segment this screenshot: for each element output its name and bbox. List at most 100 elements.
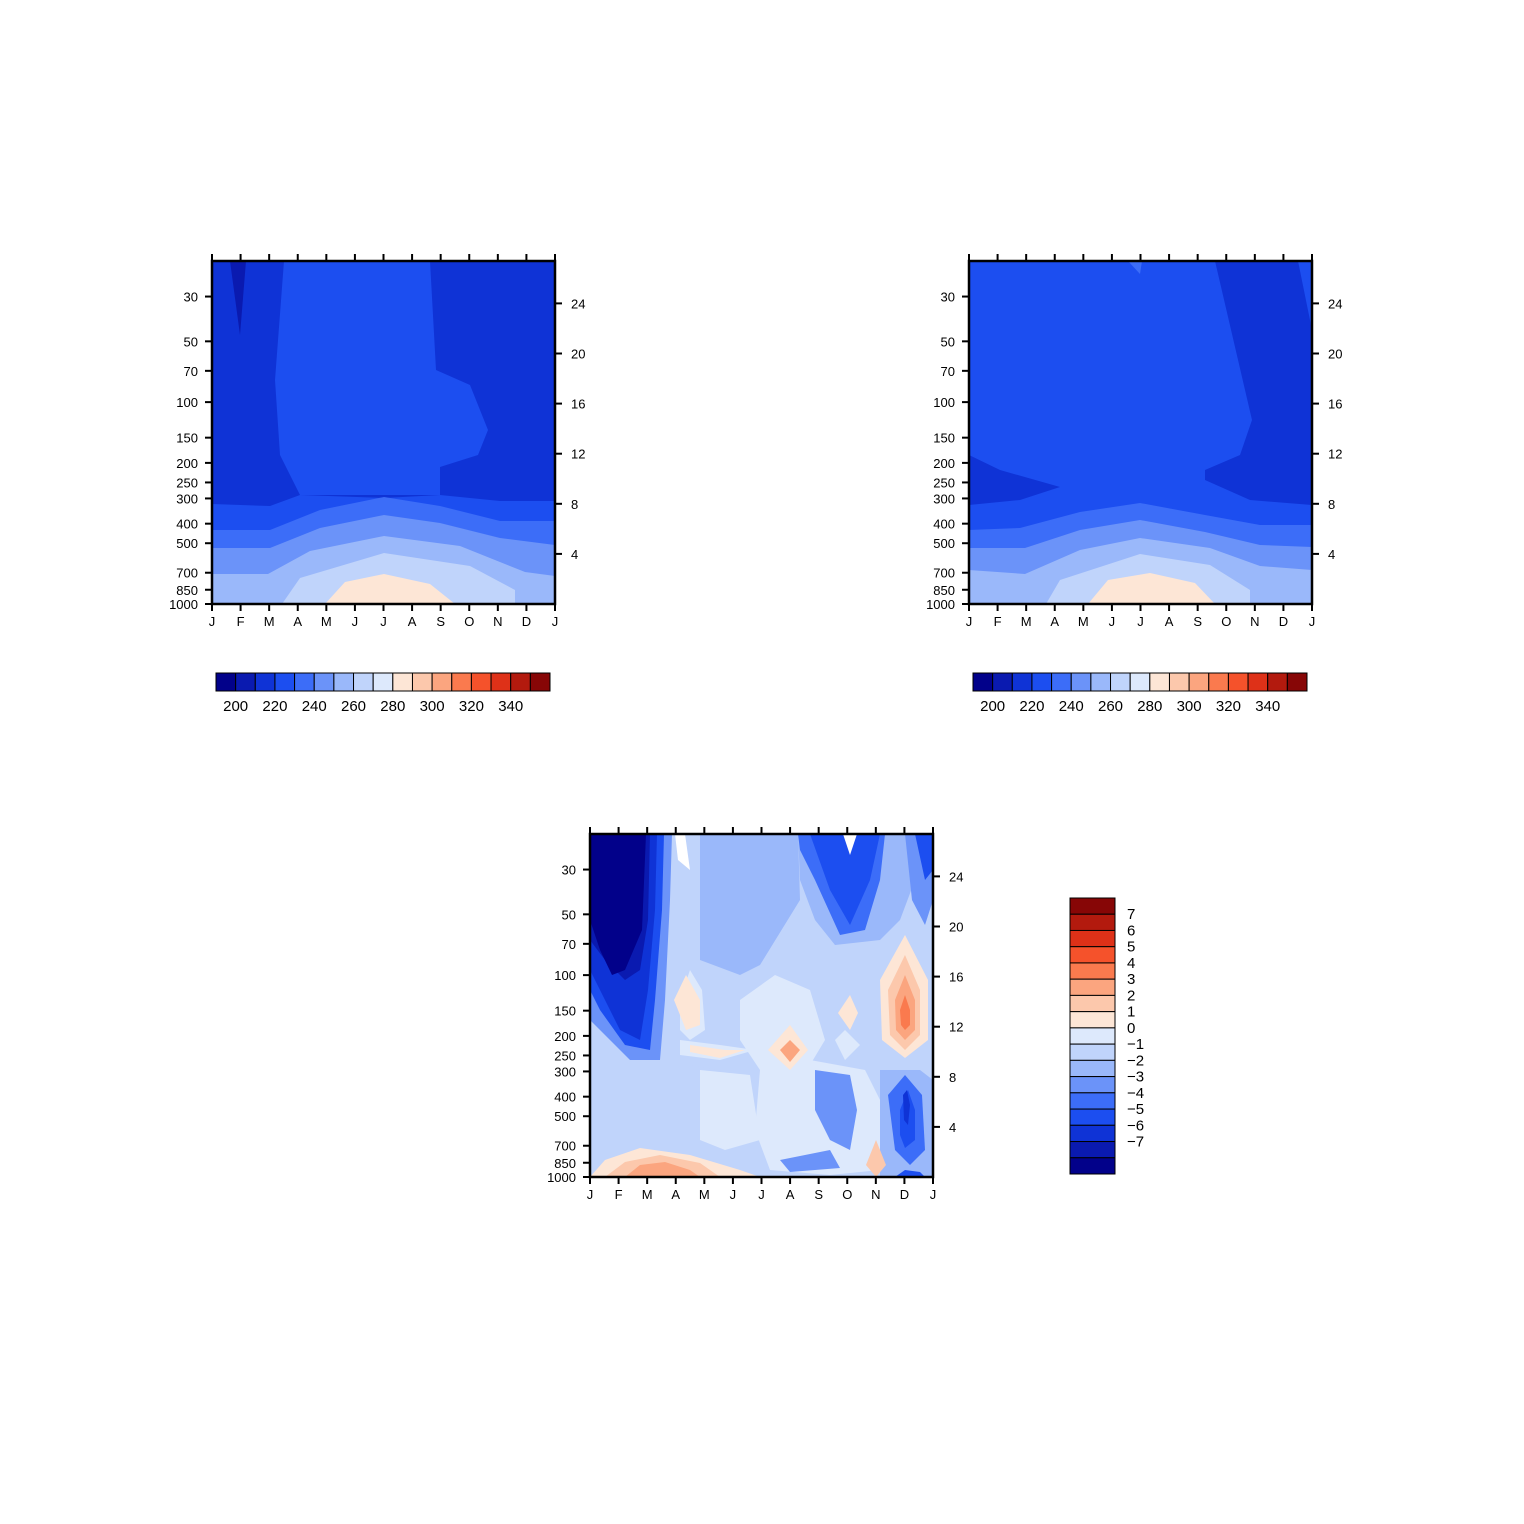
y-tick-label: 850 xyxy=(933,583,955,598)
y-right-tick-label: 24 xyxy=(1328,296,1342,311)
y-tick-label: 100 xyxy=(554,968,576,983)
colorbar-label: 6 xyxy=(1127,922,1135,939)
colorbar-swatch xyxy=(1031,672,1053,692)
x-tick-label: N xyxy=(1250,614,1259,629)
panel-obs-colorbar: 200 220 240 260 280 300 320 340 xyxy=(972,672,1308,715)
y-tick-label: 200 xyxy=(176,456,198,471)
x-tick-label: J xyxy=(552,614,559,629)
contour-fill xyxy=(780,1150,840,1172)
contour-fill xyxy=(590,834,646,975)
contour-fill xyxy=(690,1045,745,1058)
x-tick-label: M xyxy=(1078,614,1089,629)
y-tick-label: 150 xyxy=(176,431,198,446)
y-right-tick-label: 24 xyxy=(949,869,963,884)
colorbar-swatch xyxy=(235,672,256,692)
x-tick-label: A xyxy=(1050,614,1059,629)
colorbar-swatch xyxy=(1069,1076,1116,1094)
contour-fill xyxy=(969,455,1060,505)
colorbar-label: −2 xyxy=(1127,1052,1144,1069)
x-tick-label: D xyxy=(900,1187,909,1202)
y-right-tick-label: 8 xyxy=(949,1070,956,1085)
colorbar-swatch xyxy=(1069,1092,1116,1110)
y-tick-label: 300 xyxy=(176,491,198,506)
colorbar-label: 3 xyxy=(1127,971,1135,988)
x-tick-label: A xyxy=(408,614,417,629)
colorbar-swatch xyxy=(451,672,472,692)
colorbar-label: 7 xyxy=(1127,906,1135,923)
colorbar-swatch xyxy=(490,672,512,692)
y-tick-label: 500 xyxy=(554,1109,576,1124)
y-tick-label: 50 xyxy=(941,334,955,349)
x-tick-label: J xyxy=(758,1187,765,1202)
colorbar-swatch xyxy=(294,672,315,692)
y-tick-label: 70 xyxy=(941,364,955,379)
colorbar-label: −5 xyxy=(1127,1101,1144,1118)
panel-diff: J F M A M J J A S O N D J305070100150200250300400500… xyxy=(547,827,1144,1202)
x-tick-label: D xyxy=(1279,614,1288,629)
x-tick-label: J xyxy=(1137,614,1144,629)
colorbar-swatch xyxy=(1286,672,1308,692)
y-tick-label: 700 xyxy=(554,1139,576,1154)
x-tick-label: J xyxy=(352,614,359,629)
colorbar-swatch xyxy=(1090,672,1112,692)
colorbar-label: −7 xyxy=(1127,1134,1144,1151)
y-tick-label: 30 xyxy=(184,290,198,305)
colorbar-label: 320 xyxy=(1216,698,1241,715)
x-tick-label: S xyxy=(814,1187,823,1202)
contour-fill xyxy=(325,574,455,604)
x-tick-label: J xyxy=(966,614,973,629)
colorbar-label: 340 xyxy=(498,698,523,715)
colorbar-swatch xyxy=(1149,672,1170,692)
y-right-tick-label: 16 xyxy=(949,970,963,985)
y-right-tick-label: 24 xyxy=(571,296,585,311)
colorbar-label: 340 xyxy=(1255,698,1280,715)
colorbar-swatch xyxy=(1168,672,1190,692)
x-tick-label: F xyxy=(237,614,245,629)
x-tick-label: F xyxy=(615,1187,623,1202)
y-tick-label: 150 xyxy=(554,1004,576,1019)
x-tick-label: O xyxy=(464,614,474,629)
x-tick-label: N xyxy=(493,614,502,629)
colorbar-swatch xyxy=(1069,978,1116,996)
colorbar-swatch xyxy=(1069,946,1116,964)
x-tick-label: O xyxy=(842,1187,852,1202)
colorbar-swatch xyxy=(215,672,237,692)
x-tick-label: M xyxy=(699,1187,710,1202)
colorbar-swatch xyxy=(392,672,413,692)
y-right-tick-label: 4 xyxy=(1328,547,1335,562)
x-tick-label: J xyxy=(730,1187,737,1202)
colorbar-swatch xyxy=(274,672,296,692)
colorbar-swatch xyxy=(1070,672,1092,692)
contour-fill xyxy=(780,1040,800,1062)
x-tick-label: S xyxy=(436,614,445,629)
y-right-tick-label: 8 xyxy=(571,497,578,512)
colorbar-swatch xyxy=(353,672,374,692)
x-tick-label: O xyxy=(1221,614,1231,629)
colorbar-swatch xyxy=(1069,1011,1116,1029)
colorbar-swatch xyxy=(254,672,276,692)
x-tick-label: A xyxy=(786,1187,795,1202)
contour-fill xyxy=(700,1070,760,1150)
colorbar-label: 260 xyxy=(1098,698,1123,715)
contour-fill xyxy=(1205,261,1312,505)
contour-fill xyxy=(1088,573,1215,604)
y-right-tick-label: 12 xyxy=(1328,447,1342,462)
y-tick-label: 100 xyxy=(933,395,955,410)
colorbar-swatch xyxy=(431,672,453,692)
y-tick-label: 200 xyxy=(933,456,955,471)
y-tick-label: 400 xyxy=(554,1090,576,1105)
contour-fill xyxy=(810,834,880,925)
y-right-tick-label: 16 xyxy=(1328,397,1342,412)
contour-fill xyxy=(895,1170,925,1177)
y-tick-label: 400 xyxy=(933,517,955,532)
colorbar-label: 200 xyxy=(223,698,248,715)
colorbar-swatch xyxy=(1069,994,1116,1013)
panel-model-colorbar: 200 220 240 260 280 300 320 340 xyxy=(215,672,551,715)
x-tick-label: J xyxy=(380,614,387,629)
x-tick-label: M xyxy=(1021,614,1032,629)
colorbar-swatch xyxy=(529,672,551,692)
colorbar-swatch xyxy=(972,672,994,692)
